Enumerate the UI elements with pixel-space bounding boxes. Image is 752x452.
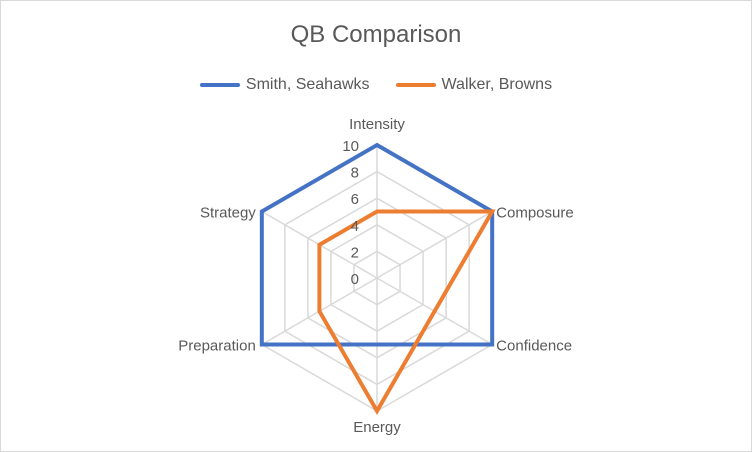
legend-item-walker: Walker, Browns bbox=[395, 76, 553, 94]
series-line-walker bbox=[317, 209, 496, 415]
r-tick-label-6: 6 bbox=[351, 191, 359, 208]
category-label-preparation: Preparation bbox=[178, 338, 256, 355]
category-label-composure: Composure bbox=[496, 205, 574, 222]
category-label-energy: Energy bbox=[353, 419, 401, 436]
r-tick-label-0: 0 bbox=[351, 271, 359, 288]
legend-swatch-smith bbox=[199, 83, 240, 87]
spoke-composure bbox=[376, 210, 493, 279]
category-label-intensity: Intensity bbox=[349, 116, 405, 133]
legend-label-smith: Smith, Seahawks bbox=[245, 76, 370, 93]
legend-swatch-walker bbox=[395, 83, 436, 87]
category-label-strategy: Strategy bbox=[200, 205, 256, 222]
r-tick-label-4: 4 bbox=[351, 218, 359, 235]
chart-title: QB Comparison bbox=[290, 21, 462, 48]
legend-item-smith: Smith, Seahawks bbox=[199, 76, 370, 94]
r-tick-label-8: 8 bbox=[351, 165, 359, 182]
category-label-confidence: Confidence bbox=[496, 338, 572, 355]
legend: Smith, Seahawks Walker, Browns bbox=[1, 76, 751, 94]
legend-label-walker: Walker, Browns bbox=[441, 76, 553, 93]
r-tick-label-10: 10 bbox=[342, 138, 359, 155]
r-tick-label-2: 2 bbox=[351, 244, 359, 261]
